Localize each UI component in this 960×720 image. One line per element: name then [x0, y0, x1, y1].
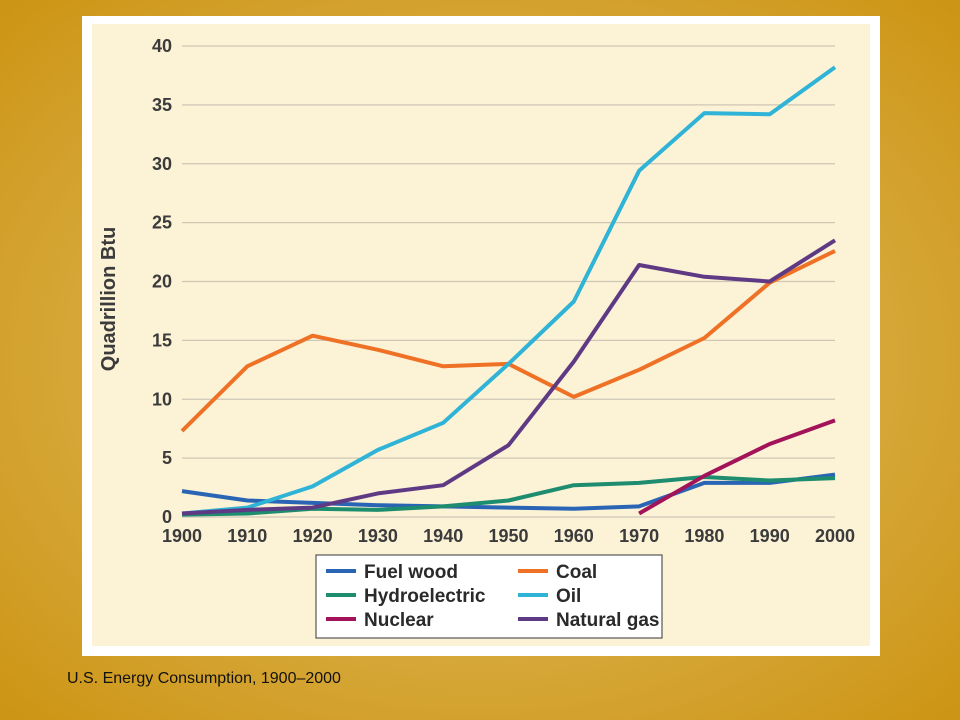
x-tick-label: 1950: [488, 526, 528, 546]
y-tick-label: 0: [162, 507, 172, 527]
series-line-natural-gas: [181, 238, 837, 516]
x-tick-label: 1900: [162, 526, 202, 546]
y-tick-label: 35: [152, 95, 172, 115]
y-tick-label: 30: [152, 154, 172, 174]
legend-label-fuel-wood: Fuel wood: [364, 562, 458, 583]
x-tick-label: 1930: [358, 526, 398, 546]
series-line-oil: [181, 65, 837, 516]
legend-label-oil: Oil: [556, 586, 581, 607]
y-axis-ticks: 0 5 10 15 20 25 30 35 40: [152, 36, 172, 527]
y-tick-label: 25: [152, 213, 172, 233]
x-tick-label: 1970: [619, 526, 659, 546]
y-tick-label: 10: [152, 389, 172, 409]
legend-label-coal: Coal: [556, 562, 597, 583]
x-tick-label: 1960: [554, 526, 594, 546]
line-chart: 0 5 10 15 20 25 30 35 40 1900 1910 1920 1930 1940 195…: [92, 24, 870, 646]
x-axis-ticks: 1900 1910 1920 1930 1940 1950 1960 1970 1980 1990…: [162, 526, 855, 546]
series-lines: [180, 65, 837, 517]
series-line-fuel-wood: [181, 472, 836, 511]
y-gridlines: [182, 45, 835, 518]
figure-caption: U.S. Energy Consumption, 1900–2000: [67, 670, 341, 687]
y-tick-label: 20: [152, 272, 172, 292]
legend-label-hydroelectric: Hydroelectric: [364, 586, 486, 607]
y-axis-label: Quadrillion Btu: [98, 227, 120, 371]
y-tick-label: 15: [152, 330, 172, 350]
y-tick-label: 5: [162, 448, 172, 468]
series-line-nuclear: [638, 418, 836, 516]
chart-panel: 0 5 10 15 20 25 30 35 40 1900 1910 1920 1930 1940 195…: [82, 16, 880, 656]
x-tick-label: 1990: [750, 526, 790, 546]
plot-background: [92, 24, 870, 646]
x-tick-label: 1980: [684, 526, 724, 546]
x-tick-label: 2000: [815, 526, 855, 546]
x-tick-label: 1910: [227, 526, 267, 546]
y-tick-label: 40: [152, 36, 172, 56]
legend-label-natural-gas: Natural gas: [556, 610, 659, 631]
legend: Fuel wood Coal Hydroelectric Oil Nuclear Natu…: [315, 554, 663, 639]
legend-items: Fuel wood Coal Hydroelectric Oil Nuclear Natu…: [326, 562, 659, 631]
x-tick-label: 1920: [293, 526, 333, 546]
x-tick-label: 1940: [423, 526, 463, 546]
legend-box: [315, 554, 663, 639]
legend-label-nuclear: Nuclear: [364, 610, 434, 631]
